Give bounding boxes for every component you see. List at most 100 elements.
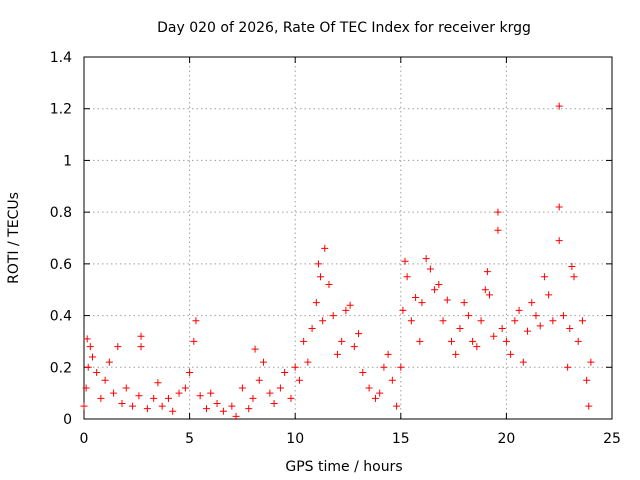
grid-lines	[84, 57, 612, 419]
x-tick-label: 15	[392, 431, 410, 447]
data-point	[80, 402, 88, 410]
data-point	[287, 394, 295, 402]
data-point	[122, 384, 130, 392]
data-point	[376, 389, 384, 397]
x-axis-label: GPS time / hours	[285, 459, 402, 475]
data-point	[583, 376, 591, 384]
data-point	[439, 317, 447, 325]
data-point	[175, 389, 183, 397]
data-point	[587, 358, 595, 366]
data-point	[359, 368, 367, 376]
data-point	[536, 322, 544, 330]
data-point	[192, 317, 200, 325]
y-tick-label: 1	[63, 153, 72, 169]
data-point	[110, 389, 118, 397]
data-point	[490, 332, 498, 340]
data-point	[435, 281, 443, 289]
y-tick-label: 0	[63, 412, 72, 428]
data-point	[300, 337, 308, 345]
data-point	[412, 293, 420, 301]
data-point	[158, 402, 166, 410]
y-tick-label: 0.4	[50, 309, 72, 325]
data-point	[346, 301, 354, 309]
data-point	[342, 306, 350, 314]
data-point	[532, 312, 540, 320]
data-point	[519, 358, 527, 366]
data-point	[545, 291, 553, 299]
data-point	[403, 273, 411, 281]
data-points	[80, 102, 595, 420]
data-point	[350, 343, 358, 351]
data-point	[407, 317, 415, 325]
data-point	[469, 337, 477, 345]
data-point	[564, 363, 572, 371]
data-point	[317, 273, 325, 281]
data-point	[494, 226, 502, 234]
y-tick-label: 1.2	[50, 102, 72, 118]
data-point	[118, 399, 126, 407]
data-point	[101, 376, 109, 384]
data-point	[251, 345, 259, 353]
data-point	[190, 337, 198, 345]
data-point	[494, 208, 502, 216]
data-point	[528, 299, 536, 307]
data-point	[365, 384, 373, 392]
data-point	[559, 312, 567, 320]
data-point	[502, 337, 510, 345]
data-point	[314, 260, 322, 268]
data-point	[355, 330, 363, 338]
data-point	[135, 392, 143, 400]
data-point	[473, 343, 481, 351]
data-point	[388, 376, 396, 384]
data-point	[380, 363, 388, 371]
data-point	[137, 332, 145, 340]
y-tick-label: 0.8	[50, 205, 72, 221]
data-point	[549, 317, 557, 325]
data-point	[86, 343, 94, 351]
data-point	[399, 306, 407, 314]
data-point	[129, 402, 137, 410]
data-point	[321, 244, 329, 252]
data-point	[481, 286, 489, 294]
x-tick-label: 0	[80, 431, 89, 447]
data-point	[312, 299, 320, 307]
data-point	[169, 407, 177, 415]
data-point	[93, 368, 101, 376]
data-point	[431, 286, 439, 294]
data-point	[418, 299, 426, 307]
axis-ticks: 0 5 10 15 20 25 0 0.2 0.4 0.6 0.8 1 1.2 1.4	[50, 50, 621, 447]
data-point	[186, 368, 194, 376]
data-point	[255, 376, 263, 384]
data-point	[228, 402, 236, 410]
data-point	[154, 379, 162, 387]
data-point	[452, 350, 460, 358]
data-point	[260, 358, 268, 366]
data-point	[568, 262, 576, 270]
y-tick-label: 0.2	[50, 360, 72, 376]
x-tick-label: 5	[185, 431, 194, 447]
data-point	[83, 335, 91, 343]
data-point	[384, 350, 392, 358]
data-point	[574, 337, 582, 345]
y-axis-label: ROTI / TECUs	[6, 192, 22, 284]
data-point	[308, 325, 316, 332]
data-point	[422, 255, 430, 263]
data-point	[238, 384, 246, 392]
data-point	[486, 291, 494, 299]
data-point	[464, 312, 472, 320]
data-point	[371, 394, 379, 402]
data-point	[397, 363, 405, 371]
data-point	[202, 405, 210, 413]
data-point	[540, 273, 548, 281]
data-point	[97, 394, 105, 402]
data-point	[325, 281, 333, 289]
data-point	[207, 389, 215, 397]
data-point	[319, 317, 327, 325]
data-point	[249, 394, 257, 402]
data-point	[566, 325, 574, 332]
data-point	[213, 399, 221, 407]
data-point	[329, 312, 337, 320]
data-point	[291, 363, 299, 371]
data-point	[393, 402, 401, 410]
data-point	[498, 325, 506, 332]
